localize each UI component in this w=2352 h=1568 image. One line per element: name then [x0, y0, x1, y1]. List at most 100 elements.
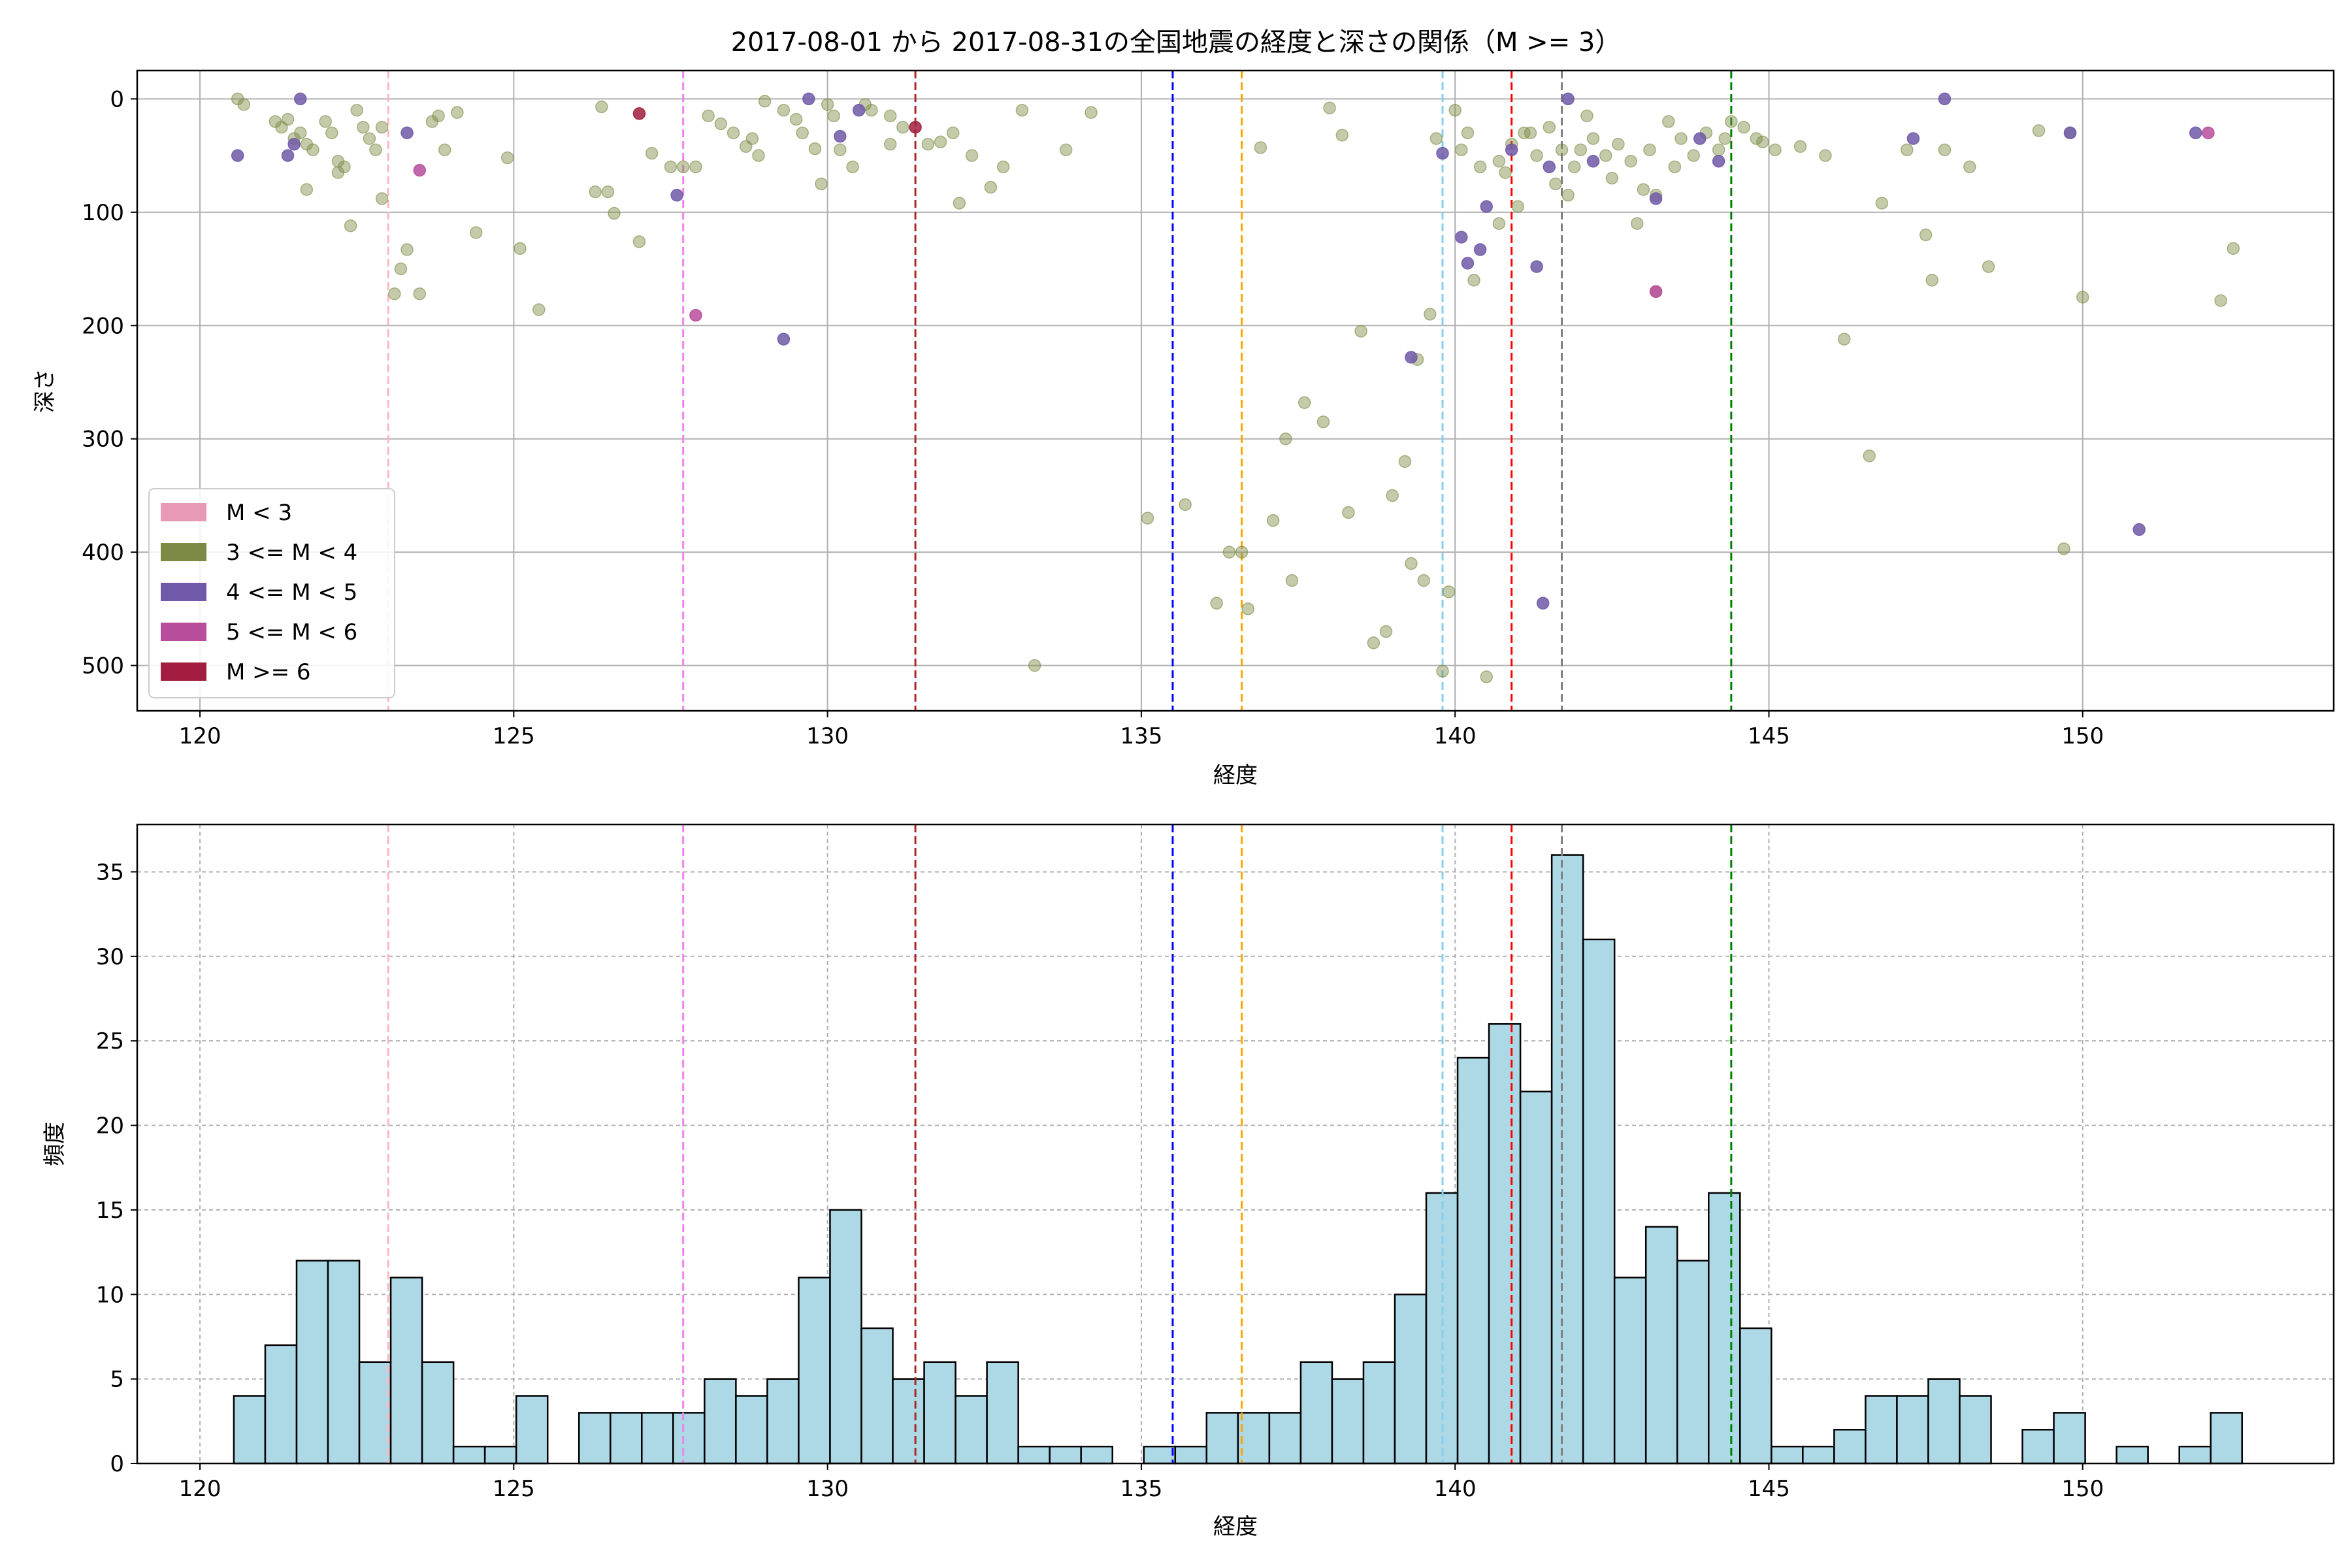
scatter-point — [834, 143, 847, 157]
scatter-point — [350, 103, 363, 117]
scatter-ticks: 120 125 130 135 140 145 150 0 100 200 300 400 500 — [82, 86, 2104, 749]
scatter-y-tick-label: 400 — [82, 540, 124, 566]
scatter-y-tick-label: 0 — [110, 86, 124, 112]
scatter-point — [883, 137, 897, 151]
histogram-bar — [955, 1395, 988, 1465]
scatter-point — [1530, 149, 1543, 162]
scatter-point — [1015, 103, 1029, 117]
scatter-point — [514, 242, 527, 255]
legend-label: 5 <= M < 6 — [226, 619, 357, 645]
scatter-point — [319, 115, 332, 128]
histogram-bar — [704, 1378, 737, 1465]
scatter-x-tick-label: 145 — [1748, 723, 1790, 749]
histogram-bar — [1488, 1023, 1522, 1465]
scatter-point — [394, 262, 408, 276]
scatter-point — [1875, 197, 1889, 210]
legend-label: 3 <= M < 4 — [226, 540, 357, 566]
histogram-y-tick-label: 30 — [96, 944, 124, 970]
scatter-point — [1737, 120, 1750, 134]
scatter-point — [2227, 242, 2240, 255]
legend-box — [148, 488, 395, 698]
scatter-point — [1906, 132, 1920, 145]
scatter-point — [231, 149, 244, 162]
histogram-bar — [1519, 1090, 1553, 1465]
scatter-point — [413, 287, 427, 301]
scatter-point — [1662, 115, 1675, 128]
scatter-panel: 120 125 130 135 140 145 150 0 100 200 300 400 500 経度… — [32, 69, 2335, 789]
histogram-bar — [1456, 1056, 1490, 1465]
legend-label: 4 <= M < 5 — [226, 580, 357, 606]
scatter-point — [1543, 120, 1556, 134]
scatter-point — [1756, 135, 1769, 149]
histogram-y-tick-label: 0 — [110, 1451, 124, 1477]
scatter-y-tick-label: 500 — [82, 653, 124, 679]
scatter-point — [1712, 143, 1725, 157]
scatter-x-tick-label: 130 — [806, 723, 849, 749]
scatter-y-axis-label: 深さ — [32, 368, 58, 413]
scatter-point — [1649, 192, 1663, 205]
scatter-point — [789, 112, 803, 126]
scatter-point — [2202, 126, 2215, 140]
scatter-point — [1631, 217, 1644, 230]
histogram-bar — [1708, 1192, 1741, 1465]
histogram-bar — [2053, 1412, 2086, 1465]
histogram-bar — [1174, 1445, 1208, 1465]
histogram-x-tick-label: 120 — [179, 1476, 221, 1502]
scatter-x-tick-label: 125 — [493, 723, 535, 749]
scatter-point — [438, 143, 451, 157]
scatter-point — [896, 120, 909, 134]
histogram-bar — [1049, 1445, 1082, 1465]
scatter-point — [2032, 124, 2046, 137]
scatter-point — [1612, 137, 1625, 151]
scatter-point — [1354, 325, 1367, 338]
histogram-bar — [1394, 1294, 1428, 1465]
scatter-point — [1492, 155, 1506, 168]
histogram-bar — [1143, 1445, 1177, 1465]
histogram-bar — [766, 1378, 800, 1465]
scatter-x-tick-label: 150 — [2061, 723, 2104, 749]
scatter-point — [632, 235, 646, 248]
scatter-point — [1210, 596, 1223, 610]
scatter-point — [1530, 260, 1543, 273]
scatter-point — [469, 226, 483, 239]
histogram-y-tick-label: 35 — [96, 859, 124, 885]
scatter-point — [834, 129, 847, 143]
histogram-y-tick-label: 20 — [96, 1113, 124, 1139]
scatter-point — [1624, 155, 1637, 168]
legend-swatch — [161, 543, 206, 561]
scatter-point — [1241, 602, 1254, 615]
scatter-point — [1455, 143, 1468, 157]
histogram-x-tick-label: 135 — [1120, 1476, 1162, 1502]
scatter-point — [1367, 636, 1380, 649]
scatter-point — [808, 142, 822, 155]
chart-title: 2017-08-01 から 2017-08-31の全国地震の経度と深さの関係（M… — [731, 27, 1622, 57]
scatter-point — [306, 143, 319, 157]
histogram-bar — [1205, 1412, 1239, 1465]
histogram-axes-frame — [136, 823, 2335, 1465]
scatter-point — [1574, 143, 1588, 157]
scatter-point — [1549, 177, 1562, 191]
scatter-point — [1687, 149, 1700, 162]
histogram-bar — [483, 1445, 517, 1465]
scatter-point — [1586, 132, 1600, 145]
histogram-bar — [452, 1445, 486, 1465]
scatter-y-tick-label: 100 — [82, 200, 124, 226]
scatter-point — [1919, 228, 1933, 242]
scatter-point — [413, 163, 427, 177]
histogram-y-axis-label: 頻度 — [42, 1122, 68, 1166]
scatter-point — [1473, 160, 1487, 174]
histogram-bar — [923, 1361, 956, 1465]
scatter-point — [1059, 143, 1073, 157]
scatter-point — [758, 95, 772, 108]
histogram-bar — [641, 1412, 674, 1465]
scatter-point — [1718, 132, 1731, 145]
scatter-point — [1298, 396, 1311, 409]
scatter-point — [1266, 514, 1280, 527]
histogram-x-tick-label: 125 — [493, 1476, 535, 1502]
scatter-point — [388, 287, 401, 301]
scatter-point — [1925, 274, 1938, 287]
scatter-point — [777, 103, 791, 117]
scatter-point — [1938, 92, 1952, 106]
scatter-point — [946, 126, 960, 140]
scatter-point — [1141, 512, 1154, 525]
